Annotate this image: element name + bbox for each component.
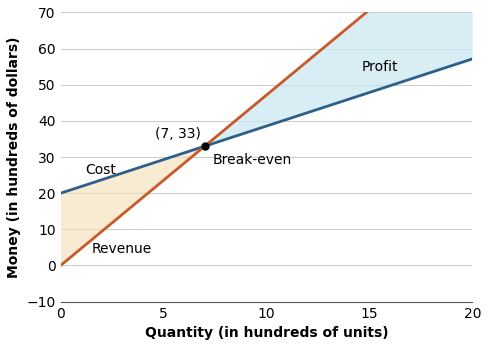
X-axis label: Quantity (in hundreds of units): Quantity (in hundreds of units) [144, 326, 388, 340]
Text: Revenue: Revenue [91, 242, 152, 256]
Text: Profit: Profit [362, 60, 398, 74]
Text: (7, 33): (7, 33) [155, 127, 201, 141]
Y-axis label: Money (in hundreds of dollars): Money (in hundreds of dollars) [7, 36, 21, 278]
Text: Break-even: Break-even [213, 153, 292, 167]
Text: Cost: Cost [85, 163, 116, 177]
